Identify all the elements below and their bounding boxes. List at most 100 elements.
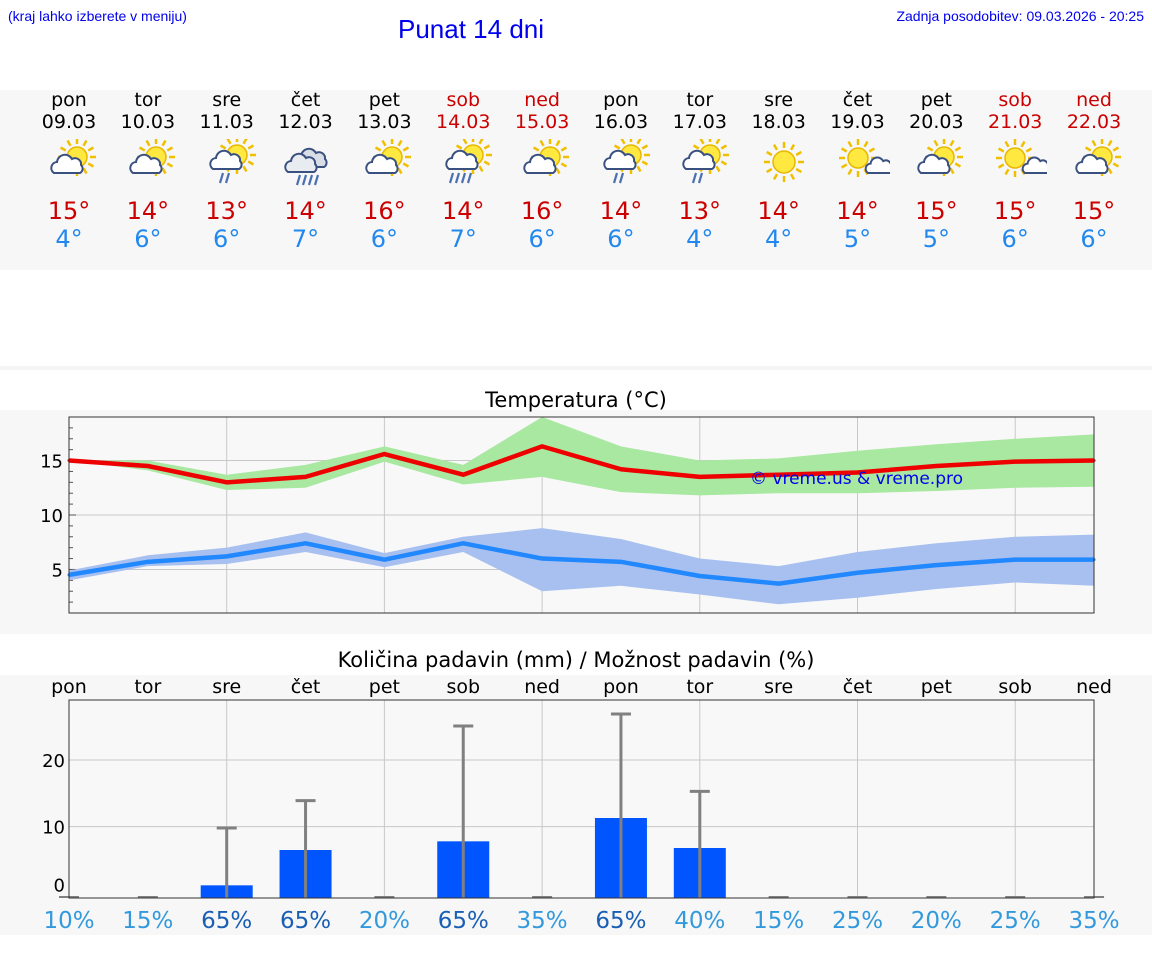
temp-min: 4° xyxy=(765,225,793,253)
min-temp-point xyxy=(856,571,859,575)
day-name: sre xyxy=(212,89,242,111)
forecast-day: tor 17.03 13° 4° xyxy=(660,89,740,259)
max-temp-point xyxy=(856,471,859,475)
x-category-label: pon xyxy=(51,676,87,698)
x-category-label: čet xyxy=(843,676,873,698)
x-category-label: pet xyxy=(369,676,400,698)
plot-frame xyxy=(68,699,1095,899)
temp-max: 14° xyxy=(757,197,800,225)
max-temp-point xyxy=(461,473,465,477)
day-date: 19.03 xyxy=(830,111,885,133)
min-temp-point xyxy=(225,554,229,558)
day-date: 15.03 xyxy=(514,111,570,133)
forecast-day: sob 14.03 14° 7° xyxy=(423,89,503,259)
forecast-day: tor 10.03 14° 6° xyxy=(108,89,188,259)
precip-probability: 65% xyxy=(438,908,489,934)
x-category-label: sob xyxy=(446,676,480,698)
max-temp-point xyxy=(934,464,938,468)
sun-cloud-heavy-rain-icon xyxy=(445,139,493,184)
x-category-label: sre xyxy=(764,676,793,698)
sun-cloud-rain-icon xyxy=(209,139,256,184)
day-date: 13.03 xyxy=(357,111,412,133)
min-temp-point xyxy=(619,560,623,564)
min-temp-line xyxy=(68,541,1095,586)
temp-min: 4° xyxy=(55,225,83,253)
sun-cloud-rain-icon xyxy=(682,139,729,184)
precip-probability: 15% xyxy=(753,908,804,934)
location-hint: (kraj lahko izberete v meniju) xyxy=(8,8,187,24)
precip-probability: 25% xyxy=(832,908,883,934)
day-name: sre xyxy=(764,89,794,111)
precip-probability: 65% xyxy=(280,908,331,934)
day-date: 17.03 xyxy=(672,111,727,133)
temp-min: 6° xyxy=(370,225,399,253)
min-temp-point xyxy=(304,541,308,545)
min-temp-point xyxy=(934,563,938,567)
temp-max: 14° xyxy=(836,197,879,225)
forecast-day: ned 22.03 15° 6° xyxy=(1054,89,1134,259)
sun-cloud-icon xyxy=(917,139,964,176)
day-date: 12.03 xyxy=(278,111,333,133)
temperature-chart: 5 10 15 © vreme.us & vreme.pro xyxy=(40,416,1096,614)
max-temp-point xyxy=(225,480,229,484)
max-temp-point xyxy=(619,467,623,471)
day-date: 21.03 xyxy=(987,111,1043,133)
max-temp-point xyxy=(382,452,386,456)
x-category-label: sob xyxy=(998,676,1032,698)
min-temp-point xyxy=(1013,558,1017,562)
sun-cloud-icon xyxy=(523,139,570,176)
precip-probability: 35% xyxy=(517,908,568,934)
day-name: sob xyxy=(998,89,1032,111)
plot-frame xyxy=(68,416,1095,614)
temp-chart-title: Temperatura (°C) xyxy=(485,388,667,412)
sun-cloud-icon xyxy=(1075,139,1122,176)
day-date: 18.03 xyxy=(751,111,806,133)
temp-max: 14° xyxy=(284,197,327,225)
day-name: pet xyxy=(920,89,952,111)
day-name: pon xyxy=(51,89,87,111)
min-temp-point xyxy=(461,541,465,545)
precip-probability: 35% xyxy=(1068,908,1119,934)
day-name: ned xyxy=(1076,89,1112,111)
min-temp-point xyxy=(698,574,702,578)
temp-max: 14° xyxy=(126,197,170,225)
precipitation-chart: pon tor sre čet pet sob ned pon tor sre čet pet sob n… xyxy=(42,676,1120,934)
forecast-day: pon 16.03 14° 6° xyxy=(581,89,661,259)
forecast-day: sre 18.03 14° 4° xyxy=(739,89,819,259)
forecast-band xyxy=(0,90,1152,270)
forecast-day: čet 12.03 14° 7° xyxy=(266,89,346,259)
day-name: čet xyxy=(842,89,873,111)
day-name: pon xyxy=(603,89,639,111)
last-update: Zadnja posodobitev: 09.03.2026 - 20:25 xyxy=(896,8,1144,24)
x-category-label: ned xyxy=(1076,676,1112,698)
temp-min: 5° xyxy=(843,225,872,253)
page-title: Punat 14 dni xyxy=(398,14,545,44)
x-category-label: pet xyxy=(921,676,952,698)
day-name: tor xyxy=(134,89,162,111)
temp-max: 15° xyxy=(47,197,91,225)
day-date: 10.03 xyxy=(120,111,176,133)
x-category-label: tor xyxy=(134,676,161,698)
precip-probability: 65% xyxy=(595,908,646,934)
sun-cloud-icon xyxy=(50,139,96,176)
day-date: 14.03 xyxy=(436,111,491,133)
temp-min: 7° xyxy=(449,225,477,253)
watermark: © vreme.us & vreme.pro xyxy=(750,469,963,489)
precip-probability: 65% xyxy=(201,908,252,934)
temp-max: 15° xyxy=(1072,197,1116,225)
forecast-day: čet 19.03 14° 5° xyxy=(818,89,898,259)
sun-small-cloud-icon xyxy=(996,139,1048,177)
y-tick-label: 20 xyxy=(42,751,65,772)
min-temp-point xyxy=(777,582,781,586)
x-category-label: ned xyxy=(524,676,560,698)
temp-max: 13° xyxy=(678,197,722,225)
temp-min: 4° xyxy=(686,225,714,253)
day-date: 16.03 xyxy=(593,111,649,133)
sun-cloud-rain-icon xyxy=(603,139,650,184)
plot-area xyxy=(69,700,1094,898)
day-date: 22.03 xyxy=(1066,111,1122,133)
temp-max: 14° xyxy=(599,197,643,225)
temp-max: 15° xyxy=(915,197,958,225)
sun-cloud-icon xyxy=(365,139,412,176)
day-date: 20.03 xyxy=(909,111,964,133)
